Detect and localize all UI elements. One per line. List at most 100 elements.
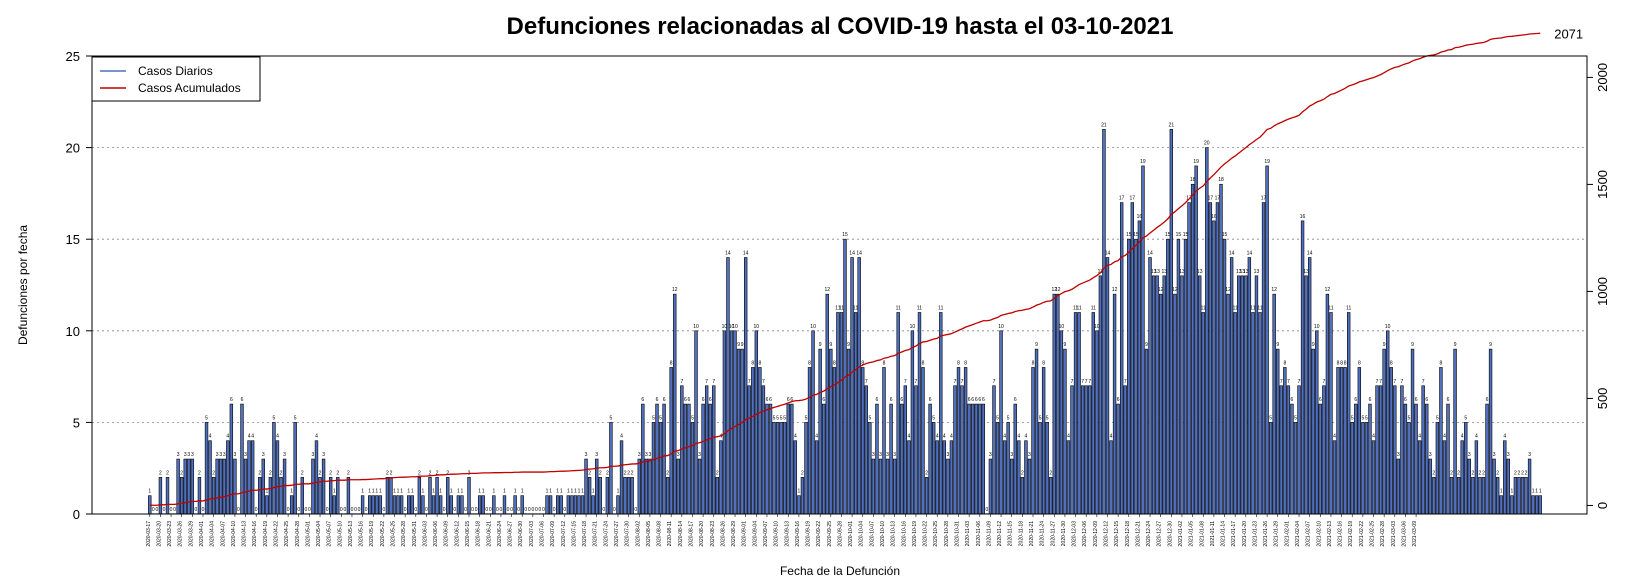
bar-label: 9 [1312,342,1315,348]
x-tick-label: 2020-04-28 [295,521,301,547]
bar-label: 3 [946,452,949,458]
bar-label: 6 [241,397,244,403]
bar [751,367,755,515]
bar-label: 7 [762,379,765,385]
bar-label: 13 [1303,269,1309,275]
x-tick-label: 2020-09-04 [752,521,758,547]
bar-label: 6 [709,397,712,403]
bar [1240,275,1244,515]
bar-label: 9 [847,342,850,348]
bar-label: 2 [386,470,389,476]
x-tick-label: 2020-07-12 [561,521,567,547]
bar [566,495,571,515]
bar-label: 5 [1351,415,1354,421]
bar-label: 0 [539,507,542,513]
bar-label: 0 [489,507,492,513]
bar [1449,477,1454,515]
bars-group [148,128,1542,515]
bar [818,348,822,515]
bar-label: 3 [698,452,701,458]
bar [520,495,524,515]
bar [1198,275,1202,515]
bar-label: 0 [613,507,616,513]
bar [931,422,936,515]
bar-label: 15 [1126,232,1132,238]
bar-label: 4 [315,434,318,440]
x-tick-label: 2020-11-06 [976,521,982,546]
x-tick-label: 2020-12-18 [1125,521,1131,547]
bar-label: 21 [1101,122,1107,128]
bar-label: 15 [1165,232,1171,238]
x-tick-label: 2020-10-22 [923,521,929,547]
bar-label: 10 [1385,324,1391,330]
bar-label: 5 [1294,415,1297,421]
x-tick-label: 2020-10-31 [955,521,961,547]
bar [460,495,464,515]
x-tick-label: 2020-06-18 [476,521,482,547]
x-tick-label: 2020-03-26 [178,521,184,547]
bar [1212,220,1216,515]
x-tick-label: 2020-09-25 [827,521,833,547]
bar-label: 6 [790,397,793,403]
bar [272,422,276,515]
bar-label: 1 [290,489,293,495]
bar-label: 0 [475,507,478,513]
bar-label: 3 [234,452,237,458]
bar-label: 11 [1250,305,1255,311]
bar [1435,422,1440,515]
bar [240,403,244,515]
bar-label: 3 [1493,452,1496,458]
bar-label: 6 [822,397,825,403]
bar-label: 1 [570,489,573,495]
bar-label: 10 [729,324,735,330]
bar [1229,257,1234,515]
x-tick-label: 2020-07-24 [603,521,609,547]
bar-label: 10 [693,324,699,330]
bar [1159,293,1163,515]
bar [882,367,886,515]
bar [694,330,698,515]
bar [924,477,929,515]
bar-label: 9 [1035,342,1038,348]
bar [1304,275,1308,515]
bar [974,403,978,515]
bar [1006,422,1010,515]
bar-label: 8 [1440,360,1443,366]
bar [690,422,695,515]
bar-label: 15 [842,232,848,238]
bar-label: 0 [563,507,566,513]
bar [1265,165,1269,515]
bar-label: 2 [159,470,162,476]
bar [864,385,868,515]
x-tick-label: 2020-03-23 [167,521,173,547]
x-tick-label: 2020-10-10 [880,521,886,547]
bar [1059,330,1064,515]
bar [1215,202,1220,515]
bar-label: 1 [567,489,570,495]
legend-label-daily: Casos Diarios [138,64,213,78]
bar [449,495,453,515]
x-tick-label: 2020-10-13 [891,521,897,547]
bar-label: 2 [1471,470,1474,476]
x-tick-label: 2020-12-12 [1103,521,1109,547]
x-tick-label: 2020-07-15 [571,521,577,547]
bar-label: 8 [751,360,754,366]
bar-label: 13 [1243,269,1249,275]
bar-label: 7 [1400,379,1403,385]
x-tick-label: 2020-12-21 [1135,521,1141,547]
bar [1478,477,1482,515]
bar [545,495,549,515]
bar [180,477,184,515]
bar-label: 10 [810,324,816,330]
x-tick-label: 2020-04-04 [210,521,216,547]
bar-label: 6 [978,397,981,403]
bar [477,495,482,515]
bar [1010,458,1014,515]
bar-label: 11 [1201,305,1206,311]
bar [336,477,340,515]
bar [999,330,1003,515]
bar-label: 1 [578,489,581,495]
bar-label: 1 [461,489,464,495]
bar [1162,275,1166,515]
x-tick-label: 2020-11-09 [986,521,992,546]
